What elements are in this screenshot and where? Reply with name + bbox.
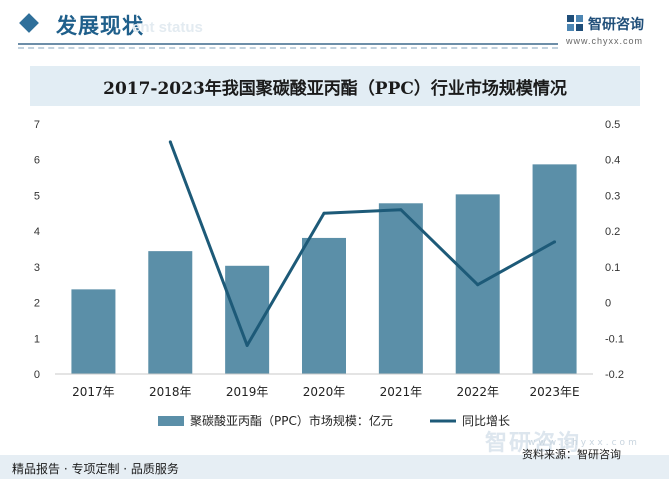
x-tick-label: 2023年E [530, 385, 580, 399]
growth-line [168, 141, 556, 347]
legend-bar-swatch [158, 416, 184, 426]
y-left-tick-label: 4 [34, 226, 40, 238]
y-left-tick-label: 7 [34, 119, 40, 131]
growth-point [245, 343, 249, 347]
y-right-tick-label: 0.5 [605, 119, 620, 131]
legend-line-label: 同比增长 [462, 414, 510, 428]
growth-point [476, 283, 480, 287]
logo-url: www.chyxx.com [566, 36, 644, 46]
x-tick-label: 2020年 [303, 385, 346, 399]
y-left-tick-label: 6 [34, 155, 40, 167]
logo-text: 智研咨询 [588, 17, 644, 33]
y-left-tick-label: 3 [34, 262, 40, 274]
x-tick-label: 2017年 [72, 385, 115, 399]
x-tick-label: 2019年 [226, 385, 269, 399]
bar [71, 289, 116, 374]
growth-point [322, 211, 326, 215]
section-subtitle: ent status [132, 19, 203, 36]
y-left-tick-label: 2 [34, 298, 40, 310]
y-right-tick-label: 0.1 [605, 262, 620, 274]
x-tick-label: 2018年 [149, 385, 192, 399]
growth-point [168, 140, 172, 144]
legend-bar-label: 聚碳酸亚丙酯（PPC）市场规模：亿元 [190, 413, 393, 428]
y-left-tick-label: 5 [34, 190, 40, 202]
y-right-tick-label: 0.2 [605, 226, 620, 238]
source-text: 资料来源：智研咨询 [522, 448, 621, 461]
growth-point [399, 208, 403, 212]
bar [302, 237, 346, 374]
header: 发展现状 ent status 智研咨询 www.chyxx.com [0, 0, 669, 50]
y-right-tick-label: 0.3 [605, 190, 620, 202]
header-dashed-divider [18, 47, 558, 49]
watermark-text: 智研咨询 [485, 431, 582, 456]
x-tick-label: 2022年 [456, 385, 499, 399]
y-right-tick-label: 0.4 [605, 155, 620, 167]
bar [148, 251, 193, 374]
x-tick-label: 2021年 [380, 385, 423, 399]
y-right-tick-label: -0.1 [605, 333, 624, 345]
bar [532, 164, 577, 374]
chart-title-band: 2017-2023年我国聚碳酸亚丙酯（PPC）行业市场规模情况 [30, 66, 640, 106]
y-left-tick-label: 0 [34, 369, 40, 381]
footer-bar [0, 455, 669, 479]
bar [378, 203, 423, 374]
growth-point [553, 240, 557, 244]
y-right-tick-label: -0.2 [605, 369, 624, 381]
chart-title: 2017-2023年我国聚碳酸亚丙酯（PPC）行业市场规模情况 [103, 78, 567, 99]
y-left-tick-label: 1 [34, 333, 40, 345]
watermark-url: www.chyxx.com [528, 438, 640, 448]
footer-slogan: 精品报告 · 专项定制 · 品质服务 [12, 462, 179, 476]
section-title: 发展现状 [56, 14, 144, 38]
header-divider [18, 43, 558, 45]
logo-icon [567, 15, 583, 31]
y-right-tick-label: 0 [605, 298, 611, 310]
